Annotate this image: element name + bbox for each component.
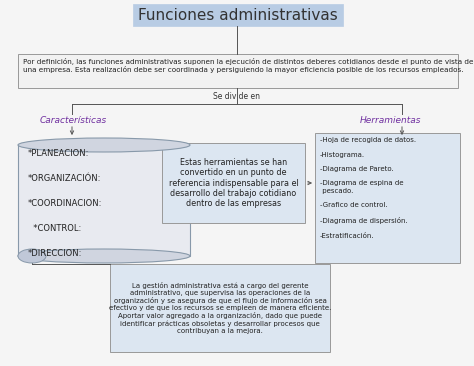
Text: La gestión administrativa está a cargo del gerente
administrativo, que supervisa: La gestión administrativa está a cargo d…: [109, 282, 331, 334]
Text: *PLANEACION:

*ORGANIZACIÓN:

*COORDINACION:

  *CONTROL:

*DIRECCION:: *PLANEACION: *ORGANIZACIÓN: *COORDINACIO…: [28, 149, 102, 258]
Text: Se divide en: Se divide en: [213, 92, 261, 101]
Bar: [133, 4, 343, 26]
Text: Por definición, las funciones administrativas suponen la ejecución de distintos : Por definición, las funciones administra…: [23, 58, 474, 73]
Text: Estas herramientas se han
convertido en un punto de
referencia indispensable par: Estas herramientas se han convertido en …: [169, 158, 298, 208]
Bar: [18, 145, 190, 256]
Bar: [162, 143, 305, 223]
Text: -Hoja de recogida de datos.

-Histograma.

-Diagrama de Pareto.

-Diagrama de es: -Hoja de recogida de datos. -Histograma.…: [320, 137, 416, 239]
Ellipse shape: [18, 138, 190, 152]
Text: Herramientas: Herramientas: [360, 116, 421, 125]
Ellipse shape: [18, 249, 190, 263]
Bar: [18, 54, 458, 88]
Text: Características: Características: [40, 116, 107, 125]
Ellipse shape: [18, 249, 46, 263]
Bar: [315, 133, 460, 263]
Text: Funciones administrativas: Funciones administrativas: [138, 7, 338, 22]
Bar: [110, 264, 330, 352]
